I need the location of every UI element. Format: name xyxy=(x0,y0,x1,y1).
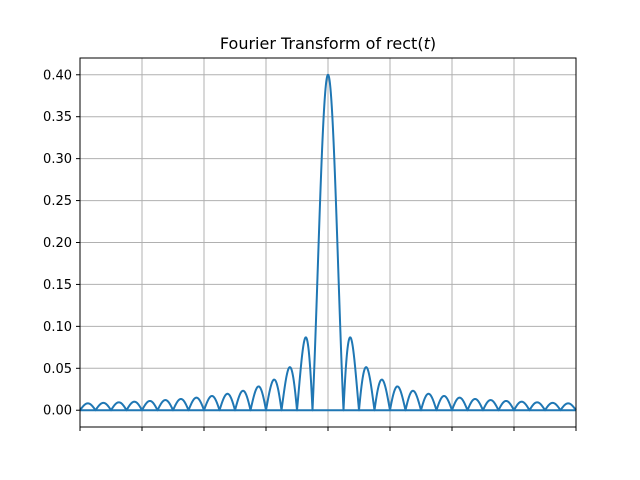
y-tick-label: 0.20 xyxy=(43,236,72,251)
chart-title-suffix: ) xyxy=(430,34,436,53)
tick-marks xyxy=(76,74,577,431)
chart-title-prefix: Fourier Transform of rect( xyxy=(220,34,424,53)
series-layer xyxy=(79,73,577,412)
tick-labels: 0.00 0.05 0.10 0.15 0.20 0.25 0.30 0.35 0.40 xyxy=(43,68,72,418)
y-tick-label: 0.00 xyxy=(43,404,72,419)
y-tick-label: 0.30 xyxy=(43,152,72,167)
y-tick-label: 0.35 xyxy=(43,110,72,125)
y-tick-label: 0.40 xyxy=(43,68,72,83)
y-tick-label: 0.15 xyxy=(43,278,72,293)
series-line xyxy=(79,73,577,412)
grid-lines xyxy=(79,58,577,427)
chart-title-variable: t xyxy=(424,34,431,53)
y-tick-label: 0.10 xyxy=(43,320,72,335)
y-tick-label: 0.25 xyxy=(43,194,72,209)
chart-title: Fourier Transform of rect(t) xyxy=(220,34,436,53)
y-tick-label: 0.05 xyxy=(43,362,72,377)
